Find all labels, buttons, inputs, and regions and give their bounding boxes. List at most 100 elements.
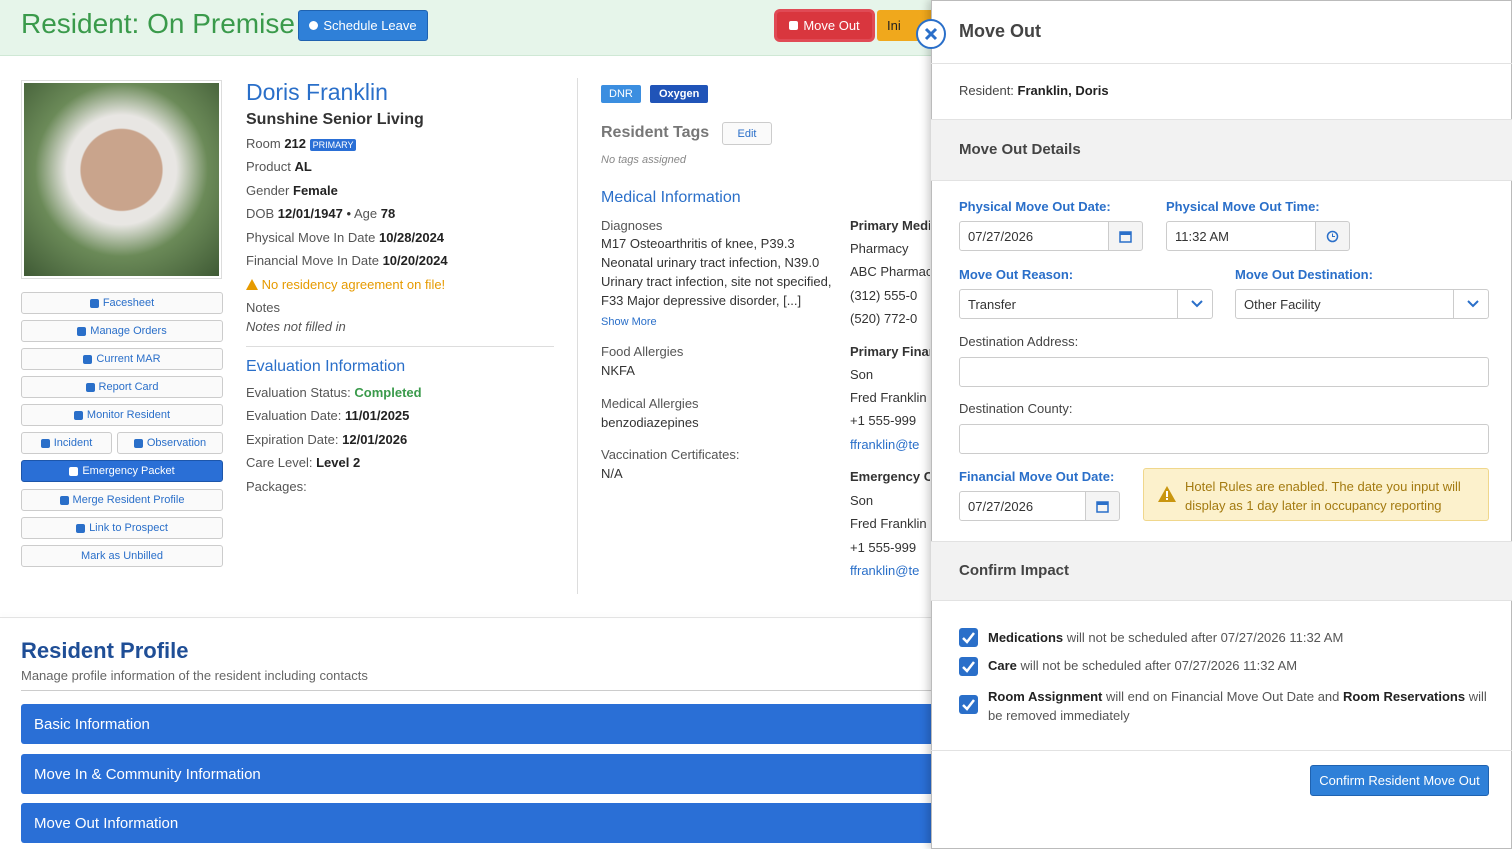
calendar-button[interactable] [1108,221,1143,251]
contact-line: ffranklin@te [850,437,920,452]
contact-line: Son [850,367,874,382]
action-label: Monitor Resident [86,409,171,421]
strong: Care [988,658,1017,673]
label: Vaccination Certificates: [601,447,740,462]
notes-label: Notes [246,300,280,315]
calendar-icon [1119,230,1132,243]
action-label: Emergency Packet [82,465,175,477]
section-subtitle: Manage profile information of the reside… [21,668,368,683]
separator-line [1453,290,1454,318]
label: Food Allergies [601,344,684,359]
label: Resident: [959,83,1014,98]
action-button[interactable]: Monitor Resident [21,404,223,426]
photo-frame [21,80,222,279]
county-input[interactable] [959,424,1489,454]
action-button[interactable]: Mark as Unbilled [21,545,223,567]
info-row: Financial Move In Date 10/20/2024 [246,253,448,268]
calendar-icon [1096,500,1109,513]
divider [246,346,554,347]
text: will not be scheduled after 07/27/2026 1… [1066,630,1344,645]
confirm-button[interactable]: Confirm Resident Move Out [1310,765,1489,796]
notes: Notes not filled in [246,319,346,334]
impact-text: Care will not be scheduled after 07/27/2… [988,658,1297,673]
separator: • [346,206,352,221]
action-button[interactable]: Current MAR [21,348,223,370]
separator-line [1177,290,1178,318]
field-label: Physical Move Out Date: [959,199,1111,214]
edit-tags-button[interactable]: Edit [722,122,772,145]
alert: Hotel Rules are enabled. The date you in… [1143,468,1489,521]
action-button[interactable]: Emergency Packet [21,460,223,482]
icon [309,21,319,30]
time-input[interactable]: 11:32 AM [1166,221,1316,251]
label: Medical Allergies [601,396,699,411]
contact-line: Pharmacy [850,241,909,256]
diagnosis: M17 Osteoarthritis of knee, P39.3 [601,236,795,251]
info-row: Evaluation Status: Completed [246,385,422,400]
destination-select[interactable]: Other Facility [1235,289,1489,319]
section-title: Medical Information [601,189,741,206]
label: Evaluation Date: [246,408,342,423]
icon [69,466,79,476]
divider [931,63,1512,64]
action-button[interactable]: Observation [117,432,223,454]
icon [83,354,93,364]
button-label: Move Out [803,18,860,33]
address-input[interactable] [959,357,1489,387]
field-label: Financial Move Out Date: [959,469,1115,484]
checkbox[interactable] [959,628,978,647]
icon [789,21,799,30]
contact-line: (520) 772-0 [850,311,918,326]
contact-line: +1 555-999 [850,413,917,428]
reason-select[interactable]: Transfer [959,289,1213,319]
date-input[interactable]: 07/27/2026 [959,221,1109,251]
section-band [931,541,1512,601]
field-label: Physical Move Out Time: [1166,199,1320,214]
contact-line: Fred Franklin [850,390,927,405]
icon [89,298,99,308]
calendar-button[interactable] [1085,491,1120,521]
button-label: Schedule Leave [323,18,417,33]
action-button[interactable]: Report Card [21,376,223,398]
action-button[interactable]: Manage Orders [21,320,223,342]
clock-button[interactable] [1315,221,1350,251]
action-button[interactable]: Link to Prospect [21,517,223,539]
chevron [1191,300,1203,308]
value: 212 [284,136,307,151]
button-label: Ini [887,18,901,33]
accordion-header[interactable]: Basic Information [21,704,951,744]
contact-line: (312) 555-0 [850,288,918,303]
label: Age [353,206,378,221]
move-out-button[interactable]: Move Out [777,12,872,39]
warning: No residency agreement on file! [246,277,445,292]
icon [77,326,87,336]
checkbox[interactable] [959,695,978,714]
button-label: Edit [737,127,757,140]
label: Financial Move In Date [246,253,379,268]
action-label: Current MAR [96,353,161,365]
schedule-leave-button[interactable]: Schedule Leave [298,10,428,41]
section-title: Move Out Details [959,141,1081,158]
value: N/A [601,466,623,481]
diagnosis: F33 Major depressive disorder, [...] [601,293,802,308]
action-label: Facesheet [102,297,155,309]
action-button[interactable]: Merge Resident Profile [21,489,223,511]
diagnosis: Neonatal urinary tract infection, N39.0 [601,255,820,270]
accordion-header[interactable]: Move In & Community Information [21,754,951,794]
value: Female [293,183,338,198]
value: benzodiazepines [601,415,699,430]
action-button[interactable]: Incident [21,432,112,454]
close-button[interactable] [915,18,947,50]
clock-icon [1326,230,1339,242]
check-mark [962,699,975,711]
action-button[interactable]: Facesheet [21,292,223,314]
checkbox[interactable] [959,657,978,676]
check-mark [962,661,975,673]
icon [40,438,50,448]
accordion-header[interactable]: Move Out Information [21,803,951,843]
page-title: Resident: On Premise [21,8,295,39]
show-more-link[interactable]: Show More [601,316,657,328]
info-row: Physical Move In Date 10/28/2024 [246,230,444,245]
date-input[interactable]: 07/27/2026 [959,491,1086,521]
